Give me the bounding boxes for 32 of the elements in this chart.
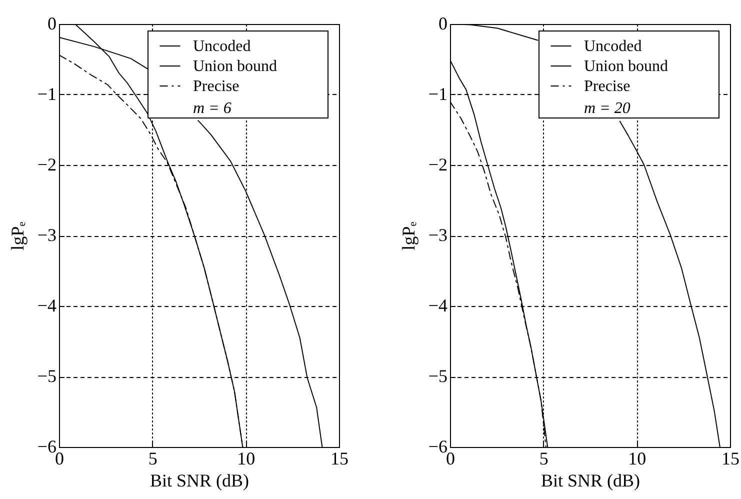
y-tick-label: −2 bbox=[37, 154, 56, 174]
x-tick-label: 15 bbox=[330, 448, 348, 468]
x-tick-label: 5 bbox=[539, 448, 548, 468]
x-tick-label: 10 bbox=[237, 448, 256, 468]
legend-label: Union bound bbox=[193, 58, 277, 75]
legend-label: Precise bbox=[193, 78, 240, 95]
x-axis-title: Bit SNR (dB) bbox=[150, 470, 250, 490]
legend-label: Uncoded bbox=[584, 38, 642, 55]
y-axis-title: lgPₑ bbox=[7, 221, 28, 250]
y-tick-label: −4 bbox=[37, 296, 56, 316]
annotation: m = 6 bbox=[193, 100, 232, 117]
legend-label: Uncoded bbox=[193, 38, 251, 55]
annotation: m = 20 bbox=[584, 100, 630, 117]
y-tick-label: −4 bbox=[428, 296, 448, 316]
legend-label: Precise bbox=[584, 78, 630, 95]
x-tick-label: 10 bbox=[628, 448, 646, 468]
y-tick-label: −2 bbox=[428, 154, 448, 174]
y-tick-label: −3 bbox=[37, 225, 56, 245]
y-tick-label: 0 bbox=[438, 14, 448, 34]
y-axis-title: lgPₑ bbox=[398, 221, 418, 250]
x-tick-label: 5 bbox=[148, 448, 158, 468]
legend-label: Union bound bbox=[584, 58, 668, 75]
y-tick-label: −5 bbox=[428, 366, 448, 386]
y-tick-label: −3 bbox=[428, 225, 448, 245]
y-tick-label: −5 bbox=[37, 366, 56, 386]
y-tick-label: 0 bbox=[48, 14, 56, 34]
x-axis-title: Bit SNR (dB) bbox=[540, 470, 640, 490]
y-tick-label: −1 bbox=[37, 84, 56, 104]
x-tick-label: 15 bbox=[722, 448, 740, 468]
y-tick-label: −6 bbox=[428, 436, 448, 456]
y-tick-label: −1 bbox=[428, 84, 448, 104]
y-tick-label: −6 bbox=[37, 436, 56, 456]
